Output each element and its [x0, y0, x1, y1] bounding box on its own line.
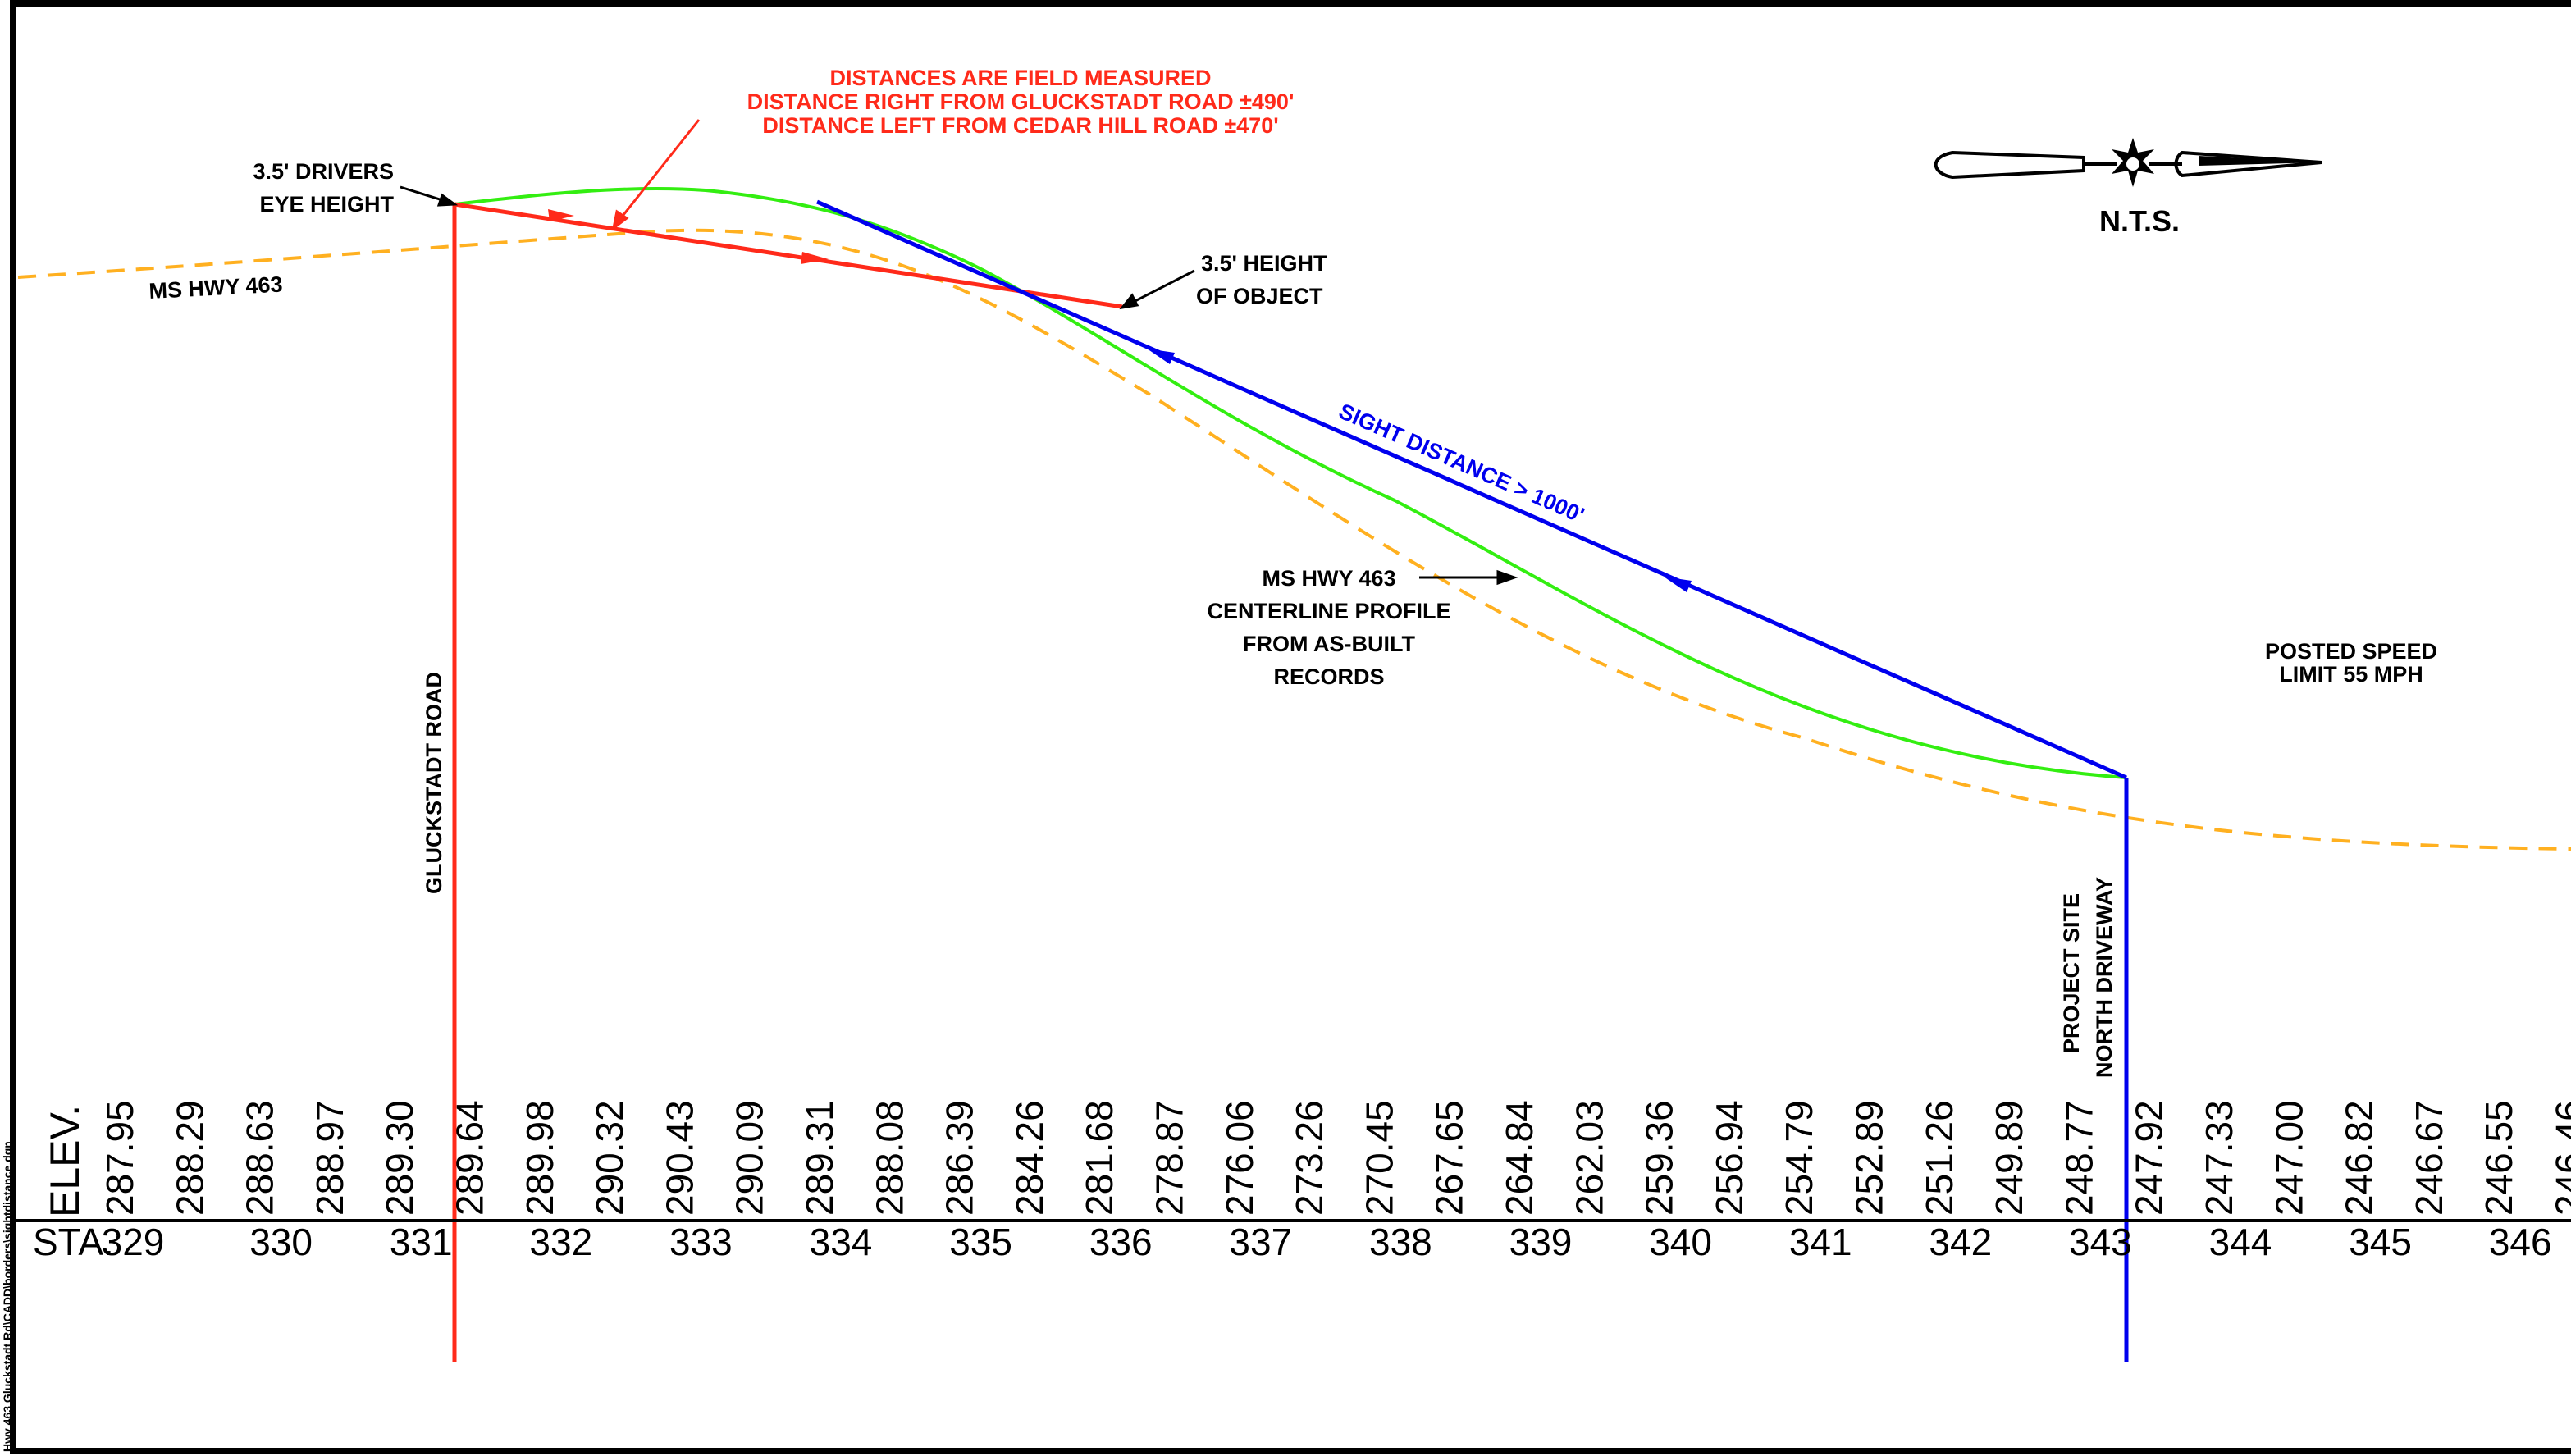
- station-value: 342: [1929, 1221, 1992, 1263]
- elevation-value: 289.98: [518, 1100, 561, 1216]
- elevation-values: 287.95 288.29 288.63 288.97 289.30 289.64 289.…: [98, 1100, 2571, 1216]
- posted-speed-line-1: POSTED SPEED: [2265, 639, 2437, 664]
- elevation-value: 289.64: [449, 1100, 491, 1216]
- sight-line-left-arrow-1: [1147, 349, 1175, 364]
- elevation-value: 287.95: [98, 1100, 141, 1216]
- elevation-value: 276.06: [1218, 1100, 1261, 1216]
- elevation-value: 270.45: [1358, 1100, 1400, 1216]
- station-values: 329 330 331 332 333 334 335 336 337 338 339 340 341 3…: [102, 1221, 2552, 1263]
- elevation-value: 246.46: [2548, 1100, 2571, 1216]
- station-value: 330: [249, 1221, 313, 1263]
- driveway-label-line-1: PROJECT SITE: [2059, 893, 2084, 1053]
- hwy-463-label: MS HWY 463: [148, 272, 283, 303]
- station-value: 337: [1229, 1221, 1292, 1263]
- station-value: 329: [102, 1221, 165, 1263]
- elevation-value: 252.89: [1848, 1100, 1891, 1216]
- elevation-value: 286.39: [938, 1100, 981, 1216]
- station-value: 336: [1089, 1221, 1153, 1263]
- station-value: 338: [1369, 1221, 1432, 1263]
- station-value: 331: [390, 1221, 453, 1263]
- sight-line-right-arrow-1: [548, 209, 574, 221]
- object-height-line-2: OF OBJECT: [1196, 284, 1323, 308]
- elevation-value: 288.97: [308, 1100, 351, 1216]
- elevation-value: 246.55: [2477, 1100, 2520, 1216]
- elevation-value: 246.67: [2408, 1100, 2450, 1216]
- elevation-value: 246.82: [2338, 1100, 2381, 1216]
- elevation-value: 249.89: [1988, 1100, 2030, 1216]
- centerline-note-line-1: MS HWY 463: [1262, 566, 1395, 591]
- object-height-line-1: 3.5' HEIGHT: [1201, 251, 1327, 276]
- station-value: 332: [529, 1221, 592, 1263]
- field-measured-line-2: DISTANCE RIGHT FROM GLUCKSTADT ROAD ±490…: [747, 89, 1295, 114]
- elevation-value: 267.65: [1428, 1100, 1471, 1216]
- field-measured-line-1: DISTANCES ARE FIELD MEASURED: [829, 66, 1211, 90]
- nts-label: N.T.S.: [2099, 204, 2180, 238]
- leader-centerline: [1419, 569, 1518, 586]
- elevation-value: 247.33: [2198, 1100, 2240, 1216]
- leader-drivers-eye: [400, 185, 459, 207]
- sight-path-curve: [454, 187, 2127, 779]
- sight-line-left-arrow-2: [1664, 577, 1692, 592]
- drivers-eye-line-1: 3.5' DRIVERS: [253, 159, 394, 184]
- elevation-value: 259.36: [1638, 1100, 1681, 1216]
- elevation-value: 290.32: [588, 1100, 631, 1216]
- elevation-value: 264.84: [1498, 1100, 1541, 1216]
- elevation-value: 251.26: [1918, 1100, 1961, 1216]
- elevation-value: 248.77: [2057, 1100, 2100, 1216]
- elevation-value: 290.09: [728, 1100, 771, 1216]
- hwy-463-existing-profile: [17, 228, 2571, 851]
- leader-field-measured: [611, 119, 701, 231]
- centerline-note-line-3: FROM AS-BUILT: [1243, 632, 1415, 656]
- file-path-label: Hwy 463 Gluckstadt Rd\CADD\borders\sight…: [1, 1141, 14, 1452]
- station-value: 339: [1509, 1221, 1573, 1263]
- station-value: 344: [2209, 1221, 2272, 1263]
- station-value: 334: [810, 1221, 873, 1263]
- leader-object-height: [1119, 269, 1195, 310]
- elevation-value: 284.26: [1008, 1100, 1051, 1216]
- driveway-label-line-2: NORTH DRIVEWAY: [2092, 877, 2117, 1078]
- station-value: 345: [2349, 1221, 2412, 1263]
- sight-line-right: [454, 202, 1123, 309]
- elevation-value: 254.79: [1778, 1100, 1820, 1216]
- gluckstadt-road-label: GLUCKSTADT ROAD: [422, 672, 446, 894]
- elevation-value: 289.30: [378, 1100, 421, 1216]
- elevation-value: 288.63: [239, 1100, 281, 1216]
- station-value: 340: [1649, 1221, 1712, 1263]
- elevation-value: 278.87: [1149, 1100, 1191, 1216]
- elevation-value: 281.68: [1078, 1100, 1121, 1216]
- centerline-note-line-2: CENTERLINE PROFILE: [1207, 599, 1450, 623]
- elevation-value: 262.03: [1568, 1100, 1610, 1216]
- elevation-value: 290.43: [658, 1100, 701, 1216]
- centerline-note-line-4: RECORDS: [1273, 664, 1384, 689]
- sight-line-right-arrow-2: [801, 252, 829, 264]
- posted-speed-line-2: LIMIT 55 MPH: [2279, 662, 2423, 687]
- station-value: 341: [1789, 1221, 1852, 1263]
- elevation-value: 273.26: [1288, 1100, 1331, 1216]
- field-measured-line-3: DISTANCE LEFT FROM CEDAR HILL ROAD ±470': [762, 113, 1278, 138]
- station-value: 343: [2069, 1221, 2132, 1263]
- elevation-value: 256.94: [1708, 1100, 1751, 1216]
- station-value: 335: [949, 1221, 1012, 1263]
- elevation-value: 247.00: [2267, 1100, 2310, 1216]
- station-value: 333: [669, 1221, 733, 1263]
- elevation-value: 247.92: [2128, 1100, 2171, 1216]
- elevation-value: 288.08: [868, 1100, 911, 1216]
- drivers-eye-line-2: EYE HEIGHT: [259, 192, 394, 217]
- elevation-value: 288.29: [168, 1100, 211, 1216]
- elevation-value: 289.31: [798, 1100, 841, 1216]
- elev-label: ELEV.: [42, 1105, 88, 1217]
- station-value: 346: [2489, 1221, 2552, 1263]
- sight-distance-label: SIGHT DISTANCE > 1000': [1336, 399, 1588, 527]
- sight-line-left: [815, 199, 2128, 780]
- north-arrow-icon: [1934, 138, 2322, 187]
- sheet-border: [10, 0, 2571, 1454]
- sta-label: STA.: [33, 1221, 114, 1263]
